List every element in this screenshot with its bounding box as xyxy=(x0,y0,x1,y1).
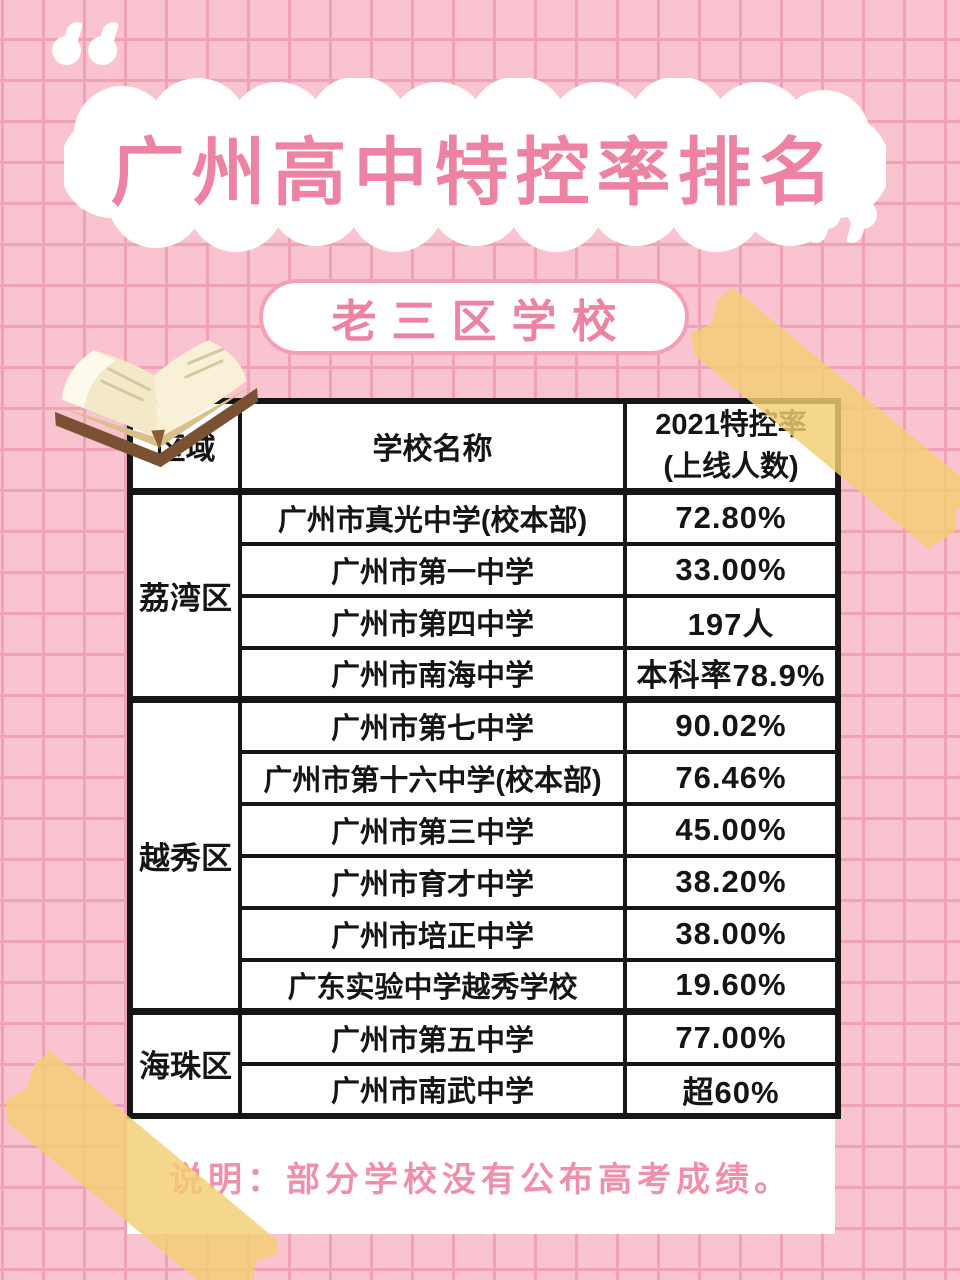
value-cell: 76.46% xyxy=(623,749,840,806)
value-cell: 90.02% xyxy=(623,696,840,754)
header-value-line2: (上线人数) xyxy=(663,451,799,484)
table-row: 广州市南武中学 超60% xyxy=(130,1061,840,1118)
value-cell: 72.80% xyxy=(623,488,840,546)
book-icon xyxy=(54,340,259,468)
title-cloud-banner: 广州高中特控率排名 xyxy=(64,78,886,254)
table-row: 广州市育才中学 38.20% xyxy=(130,853,840,910)
quote-teardrop xyxy=(52,36,81,65)
value-cell: 33.00% xyxy=(623,541,840,598)
school-name-cell: 广州市真光中学(校本部) xyxy=(238,488,627,546)
quote-teardrop xyxy=(88,36,117,65)
school-name-cell: 广州市第三中学 xyxy=(238,801,627,858)
rankings-table: 区域 学校名称 2021特控率 (上线人数) 荔湾区 广州市真光中学(校本部) … xyxy=(127,398,841,1119)
subtitle-label: 老三区学校 xyxy=(331,295,632,347)
subtitle-pill: 老三区学校 xyxy=(259,279,689,355)
table-row: 广州市第四中学 197人 xyxy=(130,593,840,650)
school-name-cell: 广州市南海中学 xyxy=(238,645,627,702)
table-row: 广州市南海中学 本科率78.9% xyxy=(130,645,840,702)
table-row: 海珠区 广州市第五中学 77.00% xyxy=(128,1008,840,1118)
quote-teardrop xyxy=(812,200,841,229)
school-name-cell: 广州市第一中学 xyxy=(238,541,627,598)
value-cell: 19.60% xyxy=(623,957,840,1014)
value-cell: 197人 xyxy=(623,593,840,650)
school-name-cell: 广州市第七中学 xyxy=(238,696,627,754)
quote-close-icon xyxy=(812,200,877,229)
content-card: 区域 学校名称 2021特控率 (上线人数) 荔湾区 广州市真光中学(校本部) … xyxy=(127,398,841,1234)
school-name-cell: 广州市培正中学 xyxy=(238,905,627,962)
page-title: 广州高中特控率排名 xyxy=(110,130,840,214)
table-row: 广州市第一中学 33.00% xyxy=(130,541,840,598)
table-row: 广州市培正中学 38.00% xyxy=(130,905,840,962)
value-cell: 77.00% xyxy=(623,1008,840,1066)
school-name-cell: 广州市第四中学 xyxy=(238,593,627,650)
table-row: 荔湾区 广州市真光中学(校本部) 72.80% xyxy=(128,488,840,702)
school-name-cell: 广州市第五中学 xyxy=(238,1008,627,1066)
footer-note: 说明：部分学校没有公布高考成绩。 xyxy=(169,1160,793,1199)
school-name-cell: 广州市南武中学 xyxy=(238,1061,627,1118)
table-row: 越秀区 广州市第七中学 90.02% xyxy=(128,696,840,1014)
school-name-cell: 广东实验中学越秀学校 xyxy=(238,957,627,1014)
table-row: 广州市第三中学 45.00% xyxy=(130,801,840,858)
value-cell: 本科率78.9% xyxy=(623,645,840,702)
district-cell: 荔湾区 xyxy=(128,488,242,702)
district-cell: 越秀区 xyxy=(128,696,242,1014)
value-cell: 45.00% xyxy=(623,801,840,858)
table-row: 广州市第十六中学(校本部) 76.46% xyxy=(130,749,840,806)
school-name-cell: 广州市育才中学 xyxy=(238,853,627,910)
header-school: 学校名称 xyxy=(238,399,627,494)
district-cell: 海珠区 xyxy=(128,1008,242,1118)
value-cell: 38.00% xyxy=(623,905,840,962)
school-name-cell: 广州市第十六中学(校本部) xyxy=(238,749,627,806)
quote-teardrop xyxy=(848,200,877,229)
value-cell: 超60% xyxy=(623,1061,840,1118)
quote-open-icon xyxy=(52,36,117,65)
table-row: 广东实验中学越秀学校 19.60% xyxy=(130,957,840,1014)
value-cell: 38.20% xyxy=(623,853,840,910)
